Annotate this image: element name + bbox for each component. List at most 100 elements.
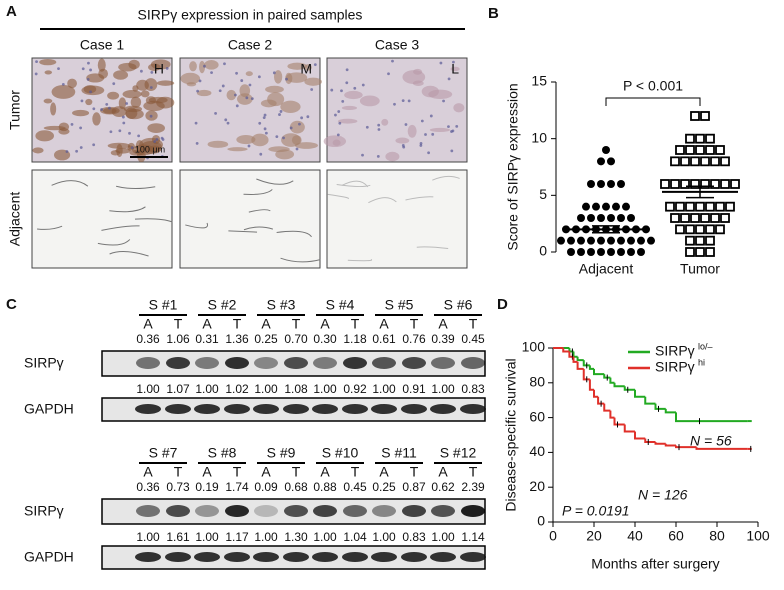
band	[136, 505, 160, 517]
band	[165, 404, 191, 414]
nucleus	[361, 153, 364, 157]
panel-label: A	[6, 3, 17, 20]
nucleus	[92, 143, 96, 147]
dot	[705, 247, 715, 257]
nucleus	[155, 138, 159, 141]
band	[225, 357, 249, 369]
survival-step	[576, 361, 584, 370]
band	[313, 357, 337, 369]
lane-label: A	[320, 316, 330, 332]
lane-label: T	[351, 464, 360, 480]
survival-step	[593, 368, 605, 376]
y-tick-label: 40	[529, 443, 545, 459]
nucleus	[92, 107, 96, 111]
tissue	[276, 230, 312, 238]
nucleus	[226, 121, 230, 125]
dot	[730, 179, 740, 189]
nucleus	[81, 67, 85, 71]
dot	[562, 225, 570, 234]
dot	[577, 248, 585, 256]
dot	[675, 224, 685, 235]
dot	[700, 213, 710, 223]
dot	[710, 213, 720, 223]
ratio: 1.06	[166, 332, 190, 346]
stain	[156, 80, 175, 86]
stain	[395, 137, 410, 144]
stain	[287, 62, 308, 70]
nucleus	[429, 114, 433, 118]
stain	[275, 149, 295, 160]
tissue	[327, 193, 349, 200]
ratio: 1.36	[225, 332, 249, 346]
band	[371, 404, 397, 414]
dot	[587, 248, 595, 256]
stain	[58, 122, 70, 132]
stain	[199, 60, 206, 74]
case-label: Case 1	[80, 37, 125, 53]
stain	[118, 97, 127, 110]
band	[284, 505, 308, 517]
lane-label: A	[202, 464, 212, 480]
dot	[690, 156, 700, 167]
nucleus	[295, 147, 299, 151]
panel-label: D	[497, 296, 508, 313]
survival-step	[588, 365, 594, 370]
nucleus	[298, 122, 301, 126]
y-tick-label: 100	[522, 339, 546, 355]
nucleus	[218, 89, 222, 93]
tumor-image	[326, 57, 468, 163]
band	[224, 552, 250, 562]
ratio: 0.25	[254, 332, 278, 346]
band	[372, 505, 396, 517]
stain	[304, 77, 322, 86]
ratio: 1.17	[225, 530, 249, 544]
band	[224, 404, 250, 414]
nucleus	[424, 133, 427, 136]
ratio: 0.30	[313, 332, 337, 346]
lane-label: A	[261, 464, 271, 480]
adjacent-image	[179, 169, 321, 269]
nucleus	[128, 131, 131, 135]
survival-step	[654, 441, 666, 445]
tissue	[109, 206, 146, 213]
sample-label: S #9	[267, 445, 296, 461]
nucleus	[196, 89, 200, 93]
stain	[113, 70, 129, 80]
tissue	[368, 197, 397, 204]
dot	[715, 145, 725, 155]
sample-label: S #1	[149, 297, 178, 313]
dot	[685, 133, 695, 144]
survival-step	[654, 403, 666, 410]
sample-label: S #11	[381, 445, 417, 461]
nucleus	[112, 82, 116, 86]
band	[135, 404, 161, 414]
tissue	[116, 185, 156, 190]
band	[195, 357, 219, 369]
stain	[381, 118, 389, 126]
sample-label: S #6	[444, 297, 473, 313]
lane-label: T	[469, 316, 478, 332]
band	[372, 357, 396, 369]
ratio: 0.09	[254, 480, 278, 494]
dot	[670, 213, 680, 223]
stain	[137, 148, 146, 163]
band	[342, 552, 368, 562]
row-label: Tumor	[7, 90, 23, 130]
nucleus	[452, 60, 455, 64]
lane-label: T	[233, 464, 242, 480]
ratio: 1.61	[166, 530, 190, 544]
nucleus	[310, 88, 314, 91]
dot	[607, 248, 615, 256]
ratio: 0.36	[136, 332, 160, 346]
nucleus	[240, 79, 244, 82]
band	[225, 505, 249, 517]
dot	[612, 202, 620, 211]
x-tick-label: 100	[746, 528, 770, 544]
lane-label: T	[292, 464, 301, 480]
dot	[710, 156, 720, 167]
band	[283, 404, 309, 414]
nucleus	[275, 135, 279, 139]
ratio: 1.02	[225, 382, 249, 396]
tissue	[347, 259, 373, 262]
nucleus	[130, 146, 134, 150]
